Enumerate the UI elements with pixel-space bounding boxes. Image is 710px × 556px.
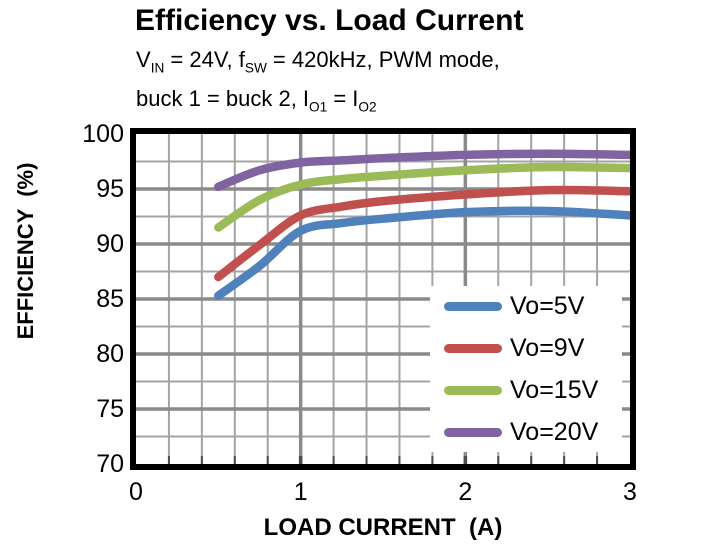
series-line-vo-9v xyxy=(214,185,630,282)
y-tick-label: 95 xyxy=(96,175,124,203)
series-line-vo-5v xyxy=(214,206,630,300)
legend-item: Vo=20V xyxy=(430,413,622,451)
legend-swatch-line xyxy=(444,385,502,395)
y-axis-title: EFFICIENCY (%) xyxy=(13,162,38,340)
y-tick-label: 80 xyxy=(96,340,124,368)
plot-area: Vo=5V Vo=9V Vo=15V Vo=20V xyxy=(130,128,636,470)
series-line-vo-15v xyxy=(214,162,630,232)
chart-title: Efficiency vs. Load Current xyxy=(135,4,524,37)
x-tick-label: 0 xyxy=(129,478,143,506)
chart-subtitle: VIN = 24V, fSW = 420kHz, PWM mode, buck 1… xyxy=(136,44,500,123)
legend-label: Vo=5V xyxy=(510,291,585,320)
legend-label: Vo=15V xyxy=(510,375,599,404)
legend-swatch-line xyxy=(444,427,502,437)
y-tick-label: 75 xyxy=(96,395,124,423)
x-tick-label: 1 xyxy=(293,478,308,506)
legend-item: Vo=9V xyxy=(430,329,622,367)
chart-subtitle-line: VIN = 24V, fSW = 420kHz, PWM mode, xyxy=(136,47,500,76)
chart-subtitle-line: buck 1 = buck 2, IO1 = IO2 xyxy=(136,86,377,115)
y-tick-label: 100 xyxy=(82,120,124,148)
x-tick-label: 2 xyxy=(458,478,473,506)
legend-swatch-line xyxy=(444,343,502,353)
series-line-vo-20v xyxy=(214,149,630,192)
y-tick-label: 70 xyxy=(96,450,124,478)
legend-item: Vo=15V xyxy=(430,371,622,409)
y-tick-label: 85 xyxy=(96,285,124,313)
legend-label: Vo=9V xyxy=(510,333,585,362)
y-tick-label: 90 xyxy=(96,230,124,258)
x-tick-label: 3 xyxy=(623,478,637,506)
legend-swatch-line xyxy=(444,301,502,311)
legend: Vo=5V Vo=9V Vo=15V Vo=20V xyxy=(430,286,622,452)
x-axis-title: LOAD CURRENT (A) xyxy=(263,514,503,541)
legend-label: Vo=20V xyxy=(510,417,599,446)
legend-item: Vo=5V xyxy=(430,287,622,325)
